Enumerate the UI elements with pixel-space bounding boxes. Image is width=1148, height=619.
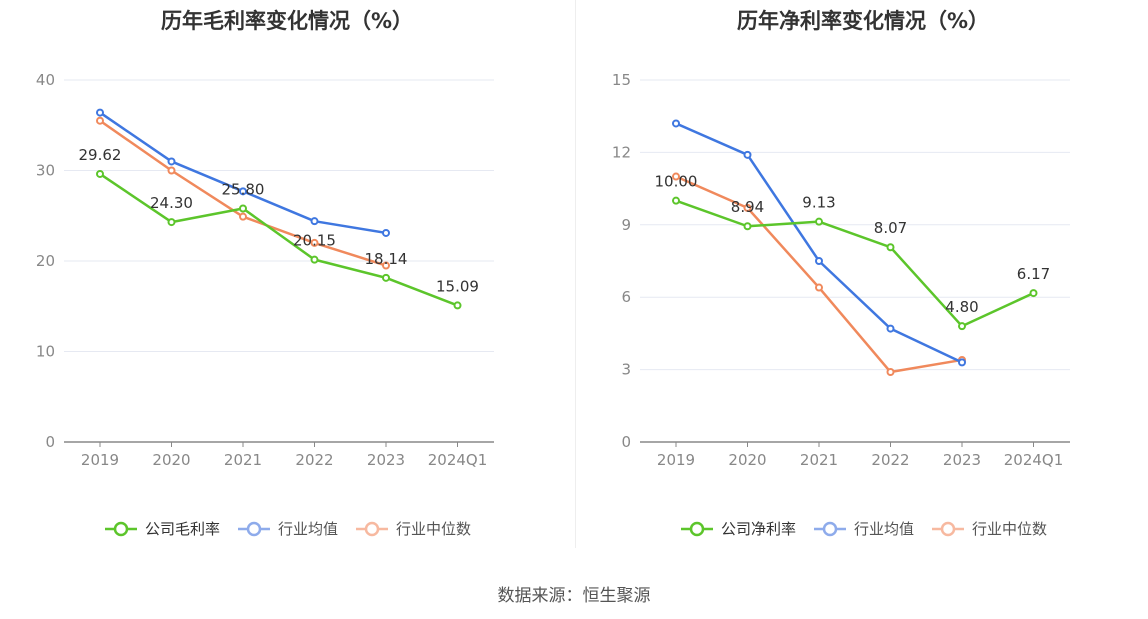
gross-series-0-point[interactable] [382,273,390,282]
gross-series-1-point[interactable] [167,157,176,166]
net-series-0-point[interactable] [743,222,752,231]
gross-data-label: 29.62 [79,146,122,164]
gross-data-label: 20.15 [293,232,336,250]
gross-margin-chart-title: 历年毛利率变化情况（%） [160,9,414,33]
gross-margin-plot: 0 10 20 30 40 2019 2020 2021 2022 2023 2024Q1 29.62… [36,71,494,469]
net-x-tick-label: 2022 [871,451,909,469]
net-y-tick-label: 15 [612,71,631,89]
gross-series-1-point[interactable] [310,217,319,226]
data-source-note: 数据来源：恒生聚源 [497,586,651,606]
gross-x-tick-label: 2020 [152,451,190,469]
gross-legend-item-1[interactable]: 行业均值 [236,518,338,539]
gross-x-tick-label: 2022 [295,451,333,469]
net-legend-marker-icon [680,521,713,536]
net-legend-marker-icon [932,521,964,536]
net-series-0-point[interactable] [958,322,966,331]
net-legend-item-0[interactable]: 公司净利率 [679,518,796,539]
net-series-2-point[interactable] [743,203,752,212]
gross-series-2-point[interactable] [239,212,247,221]
net-data-label: 6.17 [1017,265,1050,283]
net-margin-legend: 公司净利率 行业均值 行业中位数 [576,518,1148,539]
gross-series-2-point[interactable] [96,116,104,125]
gross-margin-legend: 公司毛利率 行业均值 行业中位数 [0,518,574,539]
gross-data-label: 18.14 [365,250,408,268]
gross-series-0-point[interactable] [167,218,176,227]
net-y-tick-label: 12 [612,143,631,161]
gross-legend-label: 公司毛利率 [144,520,220,538]
gross-series-2-point[interactable] [382,261,390,270]
net-legend-item-2[interactable]: 行业中位数 [930,518,1047,539]
gross-data-label: 25.80 [222,181,265,199]
net-legend-label: 行业中位数 [972,520,1048,538]
net-x-tick-label: 2023 [943,451,981,469]
gross-x-tick-label: 2024Q1 [428,451,488,469]
gross-y-tick-label: 30 [36,162,55,180]
gross-legend-marker-icon [104,521,137,536]
gross-y-tick-label: 40 [36,71,55,89]
net-series-0-point[interactable] [1029,289,1038,298]
net-x-tick-label: 2021 [800,451,838,469]
gross-data-label: 15.09 [436,277,479,295]
net-legend-label: 公司净利率 [720,520,796,538]
gross-series-0-line [99,172,458,307]
gross-x-tick-label: 2023 [367,451,405,469]
net-series-2-point[interactable] [672,172,680,181]
net-legend-item-1[interactable]: 行业均值 [812,518,914,539]
net-y-tick-label: 9 [621,216,631,234]
net-legend-label: 行业均值 [853,520,914,538]
gross-legend-item-2[interactable]: 行业中位数 [354,518,471,539]
net-margin-chart-panel: 历年净利率变化情况（%） 0 3 6 9 12 15 2019 2020 2021 2022 202… [576,0,1148,560]
net-series-1-line [675,122,963,364]
gross-series-0-point[interactable] [310,255,319,264]
net-margin-plot: 0 3 6 9 12 15 2019 2020 2021 2022 2023 2024Q1 10.00 8… [612,71,1070,469]
net-y-tick-label: 3 [621,361,631,379]
gross-series-0-point[interactable] [453,301,462,310]
net-legend-marker-icon [813,521,846,536]
net-x-tick-label: 2020 [728,451,766,469]
net-series-0-point[interactable] [886,243,895,252]
gross-legend-label: 行业均值 [277,520,338,538]
net-data-label: 4.80 [945,298,978,316]
gross-legend-label: 行业中位数 [396,520,472,538]
net-series-0-point[interactable] [672,196,680,205]
panel-divider [575,0,576,548]
net-series-0-line [675,199,1035,328]
net-series-1-point[interactable] [743,150,752,159]
net-data-label: 9.13 [802,194,835,212]
net-series-2-point[interactable] [815,283,823,292]
gross-series-2-point[interactable] [167,166,176,175]
gross-y-tick-label: 10 [36,343,55,361]
gross-legend-item-0[interactable]: 公司毛利率 [103,518,220,539]
net-data-label: 10.00 [655,173,698,191]
gross-y-tick-label: 0 [45,433,55,451]
gross-legend-marker-icon [356,521,388,536]
net-series-0-point[interactable] [815,217,823,226]
gross-legend-marker-icon [237,521,270,536]
gross-y-tick-label: 20 [36,252,55,270]
net-x-tick-label: 2024Q1 [1004,451,1064,469]
net-series-1-point[interactable] [958,358,966,367]
gross-series-0-point[interactable] [239,204,247,213]
net-y-tick-label: 0 [621,433,631,451]
gross-series-1-point[interactable] [382,228,390,237]
net-margin-chart-title: 历年净利率变化情况（%） [736,9,990,33]
net-y-tick-label: 6 [621,288,631,306]
net-series-2-point[interactable] [886,368,895,377]
net-series-1-point[interactable] [672,119,680,128]
net-series-1-point[interactable] [815,257,823,265]
net-data-label: 8.94 [731,198,764,216]
gross-x-tick-label: 2019 [81,451,119,469]
net-series-1-point[interactable] [886,324,895,333]
gross-data-label: 24.30 [150,194,193,212]
gross-series-1-point[interactable] [96,108,104,117]
gross-x-tick-label: 2021 [224,451,262,469]
net-x-tick-label: 2019 [657,451,695,469]
net-data-label: 8.07 [874,219,907,237]
gross-series-0-point[interactable] [96,169,104,178]
gross-margin-chart-panel: 历年毛利率变化情况（%） 0 10 20 30 40 2019 2020 2021 2022 20… [0,0,574,560]
gross-series-2-point[interactable] [310,238,319,247]
gross-series-1-point[interactable] [239,187,247,196]
